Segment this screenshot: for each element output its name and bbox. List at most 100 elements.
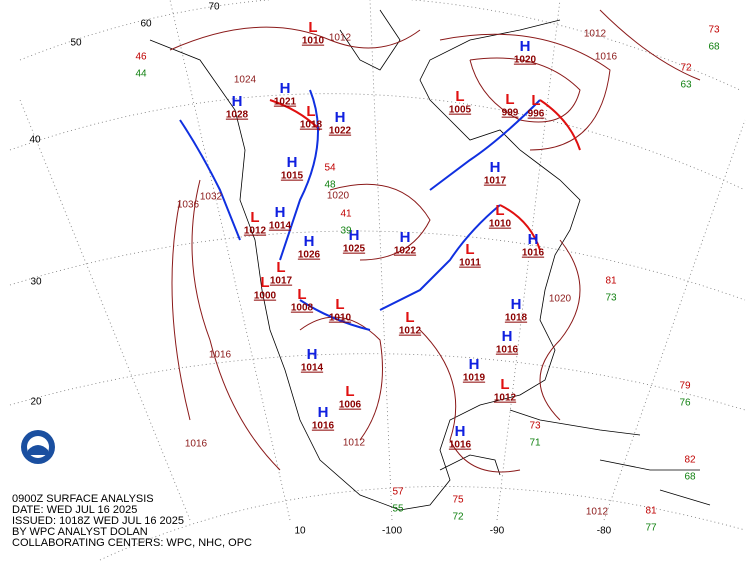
pressure-center-letter: L: [345, 383, 354, 400]
station-dewpoint: 68: [684, 472, 696, 483]
station-temperature: 81: [645, 506, 657, 517]
station-dewpoint: 71: [529, 438, 541, 449]
pressure-center-value: 1005: [449, 105, 472, 116]
station-dewpoint: 76: [679, 398, 691, 409]
cold-front: [299, 299, 371, 331]
station-dewpoint: 68: [708, 42, 720, 53]
logo-wave: [28, 445, 48, 455]
station-dewpoint: 63: [680, 80, 692, 91]
pressure-center-letter: H: [335, 109, 346, 126]
pressure-center-value: 1012: [399, 326, 422, 337]
pressure-center-letter: H: [307, 346, 318, 363]
graticule: [9, 0, 746, 561]
pressure-center-letter: L: [308, 19, 317, 36]
pressure-center-letter: H: [232, 93, 243, 110]
longitude-line: [169, 0, 291, 521]
station-dewpoint: 72: [452, 512, 464, 523]
pressure-center-value: 1015: [281, 171, 304, 182]
fronts: [179, 89, 581, 331]
latitude-line: [19, 0, 741, 91]
pressure-center-value: 1028: [226, 110, 249, 121]
isobar: [419, 329, 521, 473]
station-dewpoint: 44: [135, 69, 147, 80]
pressure-center-value: 1019: [463, 373, 486, 384]
pressure-center-letter: L: [260, 274, 269, 291]
pressure-center-value: 1014: [269, 221, 292, 232]
pressure-center-letter: H: [318, 404, 329, 421]
isobars: [169, 9, 701, 473]
pressure-center-letter: L: [276, 259, 285, 276]
station-temperature: 75: [452, 495, 464, 506]
pressure-center-value: 1017: [484, 176, 507, 187]
pressure-center-value: 999: [502, 108, 519, 119]
pressure-center-letter: L: [306, 103, 315, 120]
pressure-center-value: 1018: [300, 120, 323, 131]
isobar: [439, 33, 611, 151]
pressure-center-letter: L: [455, 88, 464, 105]
pressure-center-value: 1014: [301, 363, 324, 374]
warm-front: [269, 99, 321, 131]
pressure-center-value: 1011: [459, 258, 481, 269]
pressure-center-value: 1006: [339, 400, 362, 411]
isobar-label: 1024: [234, 75, 257, 86]
noaa-logo: [21, 430, 55, 464]
station-temperature: 72: [680, 63, 692, 74]
pressure-center-value: 1016: [496, 345, 519, 356]
cold-front: [379, 204, 501, 311]
pressure-center-value: 1016: [312, 421, 335, 432]
latitude-label: 10: [294, 526, 306, 537]
isobar-label: 1016: [209, 350, 232, 361]
latitude-line: [9, 353, 746, 411]
warm-front: [499, 204, 541, 251]
pressure-center-letter: L: [465, 241, 474, 258]
cold-front: [279, 89, 319, 261]
pressure-center-letter: H: [511, 296, 522, 313]
caption-line: DATE: WED JUL 16 2025: [12, 504, 137, 516]
station-dewpoint: 77: [645, 523, 657, 534]
pressure-center-letter: L: [531, 92, 540, 109]
pressure-center-value: 1012: [494, 393, 517, 404]
pressure-center-value: 1021: [274, 97, 297, 108]
longitude-label: 70: [208, 2, 220, 13]
isobar-label: 1012: [584, 29, 607, 40]
isobar-label: 1012: [329, 33, 352, 44]
pressure-center-letter: L: [495, 202, 504, 219]
station-temperature: 73: [529, 421, 541, 432]
pressure-center-value: 1010: [489, 219, 512, 230]
isobar: [299, 316, 383, 441]
station-temperature: 54: [324, 163, 336, 174]
caption-line: ISSUED: 1018Z WED JUL 16 2025: [12, 515, 184, 527]
longitude-line: [603, 119, 746, 521]
station-temperature: 79: [679, 381, 691, 392]
warm-front: [539, 99, 581, 151]
pressure-center-letter: L: [297, 286, 306, 303]
station-temperature: 41: [340, 209, 352, 220]
longitude-label: 60: [140, 19, 152, 30]
isobar: [539, 239, 581, 421]
station-dewpoint: 48: [324, 180, 336, 191]
isobar-label: 1036: [177, 200, 200, 211]
pressure-center-letter: H: [455, 423, 466, 440]
longitude-label: -90: [490, 526, 505, 537]
pressure-center-letter: H: [520, 38, 531, 55]
pressure-center-letter: H: [400, 229, 411, 246]
pressure-center-value: 1017: [270, 276, 293, 287]
pressure-center-value: 1008: [291, 303, 314, 314]
isobar: [169, 26, 421, 51]
pressure-center-value: 1022: [329, 126, 352, 137]
isobar-label: 1012: [343, 438, 366, 449]
isobar: [329, 183, 431, 261]
isobar-label: 1020: [327, 191, 350, 202]
pressure-center-letter: H: [275, 204, 286, 221]
station-temperature: 81: [605, 276, 617, 287]
pressure-center-letter: L: [505, 91, 514, 108]
pressure-center-value: 1020: [514, 55, 537, 66]
pressure-center-value: 1026: [298, 250, 321, 261]
isobar-label: 1012: [586, 507, 609, 518]
pressure-center-value: 1016: [522, 248, 545, 259]
longitude-line: [496, 0, 561, 521]
station-dewpoint: 73: [605, 293, 617, 304]
pressure-center-letter: L: [250, 209, 259, 226]
